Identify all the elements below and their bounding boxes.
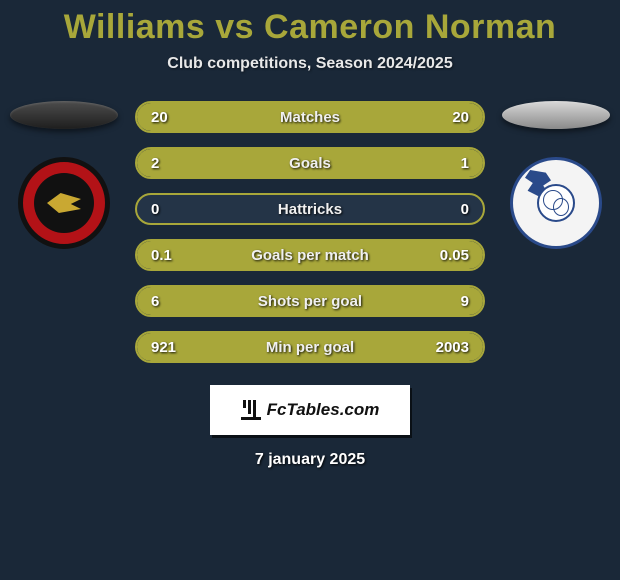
left-player-column: [5, 101, 123, 249]
subtitle: Club competitions, Season 2024/2025: [0, 55, 620, 73]
stat-label: Matches: [137, 109, 483, 126]
stat-label: Shots per goal: [137, 293, 483, 310]
stat-value-right: 0: [461, 201, 469, 218]
club-crest-right: [510, 157, 602, 249]
stat-value-right: 20: [452, 109, 469, 126]
player-silhouette-right: [502, 101, 610, 129]
club-crest-left: [18, 157, 110, 249]
stat-label: Hattricks: [137, 201, 483, 218]
comparison-card: Williams vs Cameron Norman Club competit…: [0, 0, 620, 469]
player-silhouette-left: [10, 101, 118, 129]
stats-bars: 20Matches20 2Goals1 0Hattricks0 0.1Goals pe…: [135, 101, 485, 363]
stat-label: Goals: [137, 155, 483, 172]
page-title: Williams vs Cameron Norman: [0, 8, 620, 47]
stat-value-right: 2003: [436, 339, 469, 356]
bird-icon: [47, 193, 81, 213]
stat-value-right: 0.05: [440, 247, 469, 264]
stat-label: Goals per match: [137, 247, 483, 264]
stat-label: Min per goal: [137, 339, 483, 356]
comparison-layout: 20Matches20 2Goals1 0Hattricks0 0.1Goals pe…: [0, 101, 620, 363]
stat-bar: 20Matches20: [135, 101, 485, 133]
stat-bar: 0Hattricks0: [135, 193, 485, 225]
stat-bar: 921Min per goal2003: [135, 331, 485, 363]
stat-bar: 2Goals1: [135, 147, 485, 179]
right-player-column: [497, 101, 615, 249]
chart-icon: [241, 400, 261, 420]
date-text: 7 january 2025: [0, 451, 620, 469]
football-icon: [537, 184, 575, 222]
stat-bar: 0.1Goals per match0.05: [135, 239, 485, 271]
stat-value-right: 9: [461, 293, 469, 310]
stat-value-right: 1: [461, 155, 469, 172]
branding-text: FcTables.com: [267, 400, 380, 420]
stat-bar: 6Shots per goal9: [135, 285, 485, 317]
branding-badge: FcTables.com: [210, 385, 410, 435]
